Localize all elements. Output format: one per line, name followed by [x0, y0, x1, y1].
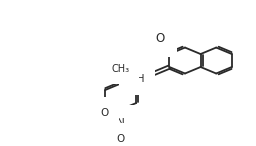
Text: O: O — [116, 134, 125, 144]
Text: NH: NH — [130, 74, 145, 84]
Text: O: O — [156, 32, 165, 45]
Text: N: N — [117, 118, 124, 128]
Text: CH₃: CH₃ — [112, 64, 130, 74]
Text: O: O — [100, 108, 108, 118]
